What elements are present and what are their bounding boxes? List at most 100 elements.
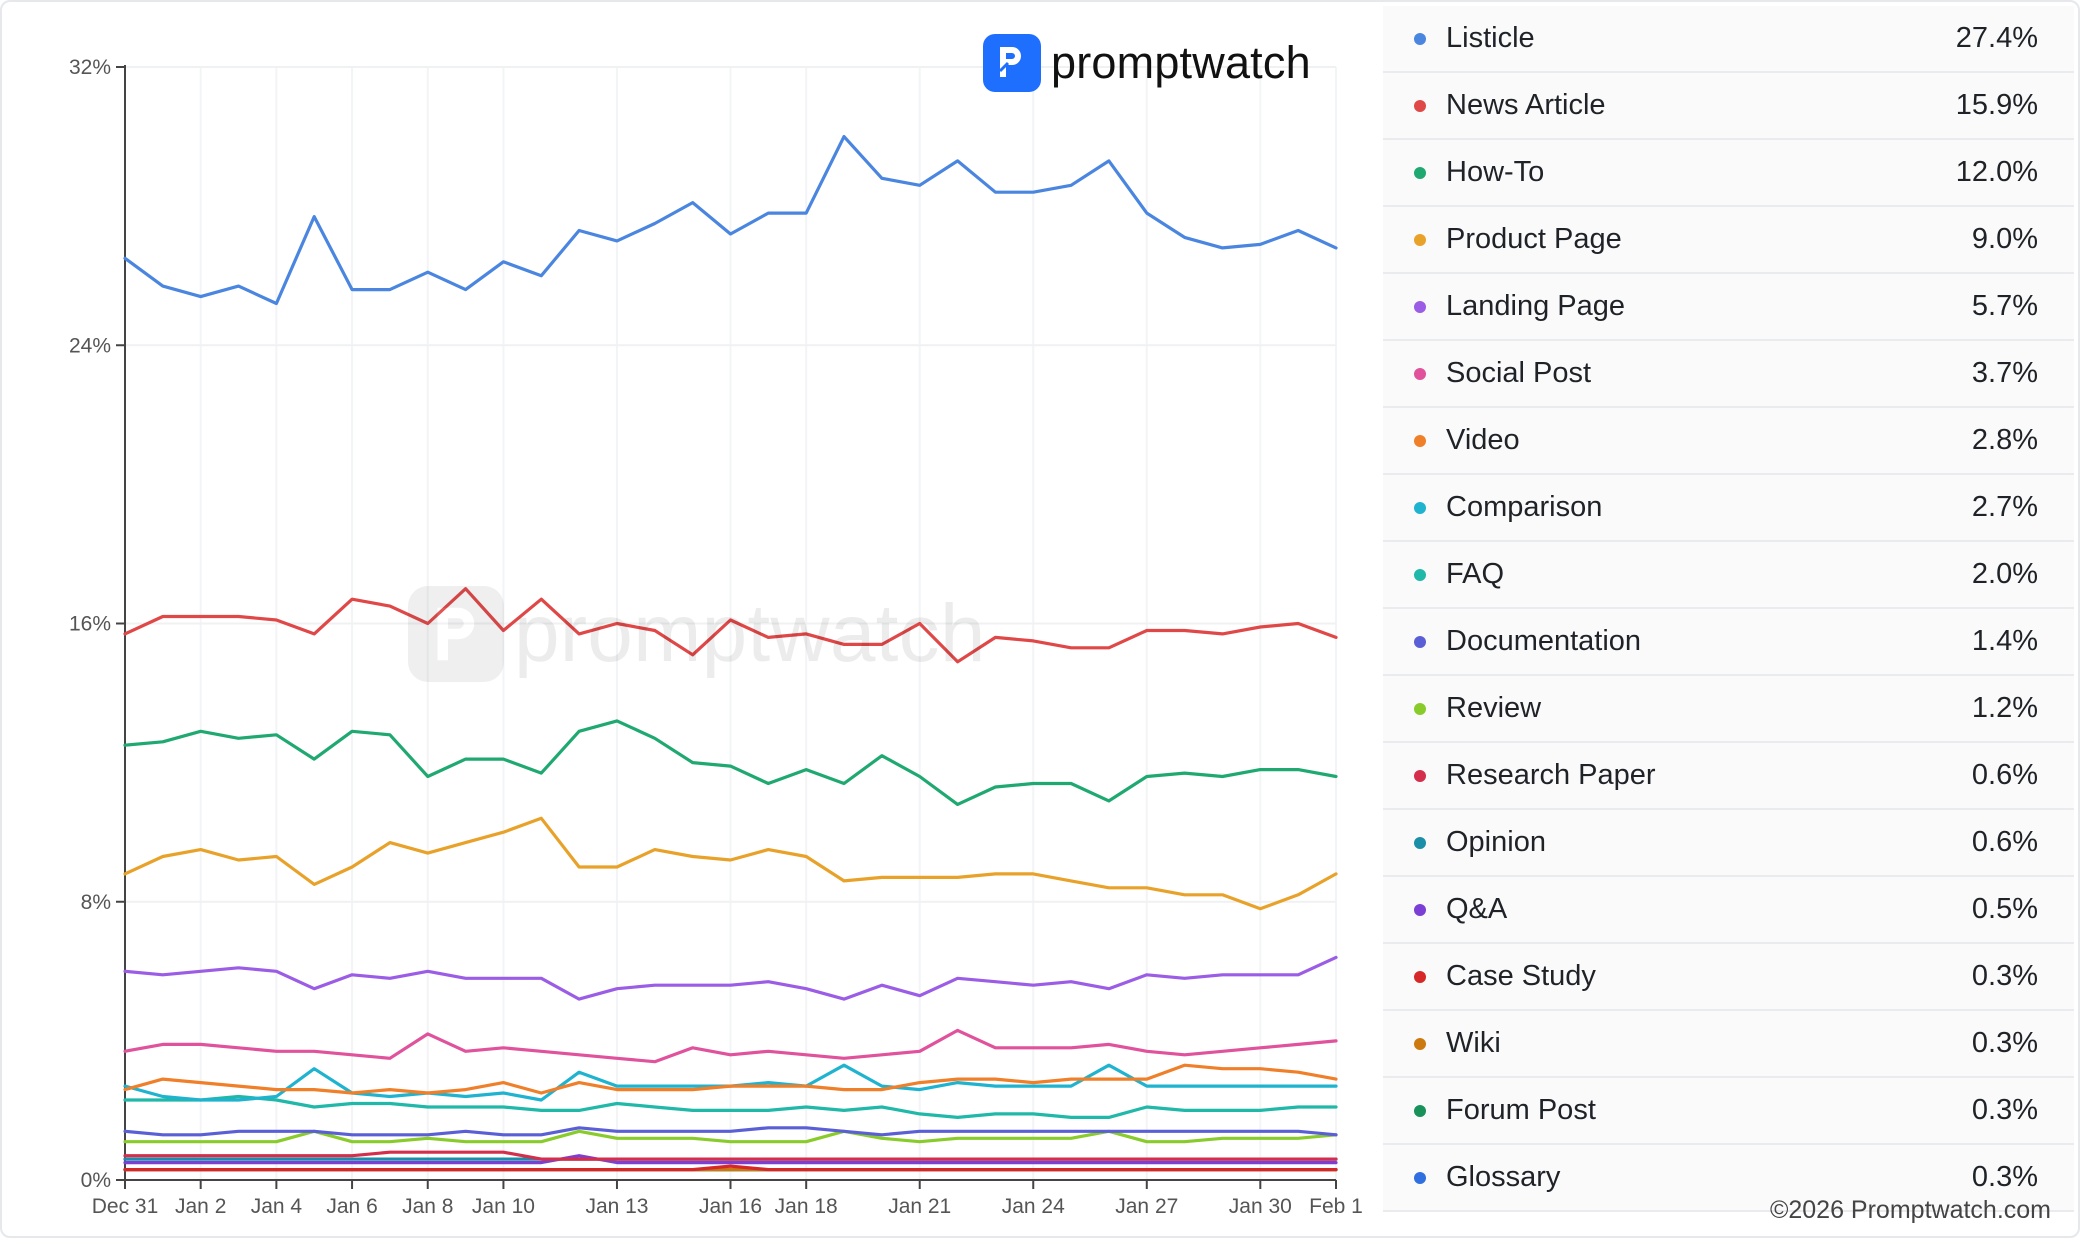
legend-value: 27.4% <box>1955 22 2038 54</box>
legend-dot-icon <box>1414 367 1426 380</box>
legend-dot-icon <box>1414 1104 1426 1117</box>
x-tick-label: Jan 18 <box>775 1195 838 1218</box>
legend-dot-icon <box>1414 166 1426 179</box>
legend-dot-icon <box>1414 233 1426 246</box>
x-tick-label: Jan 30 <box>1229 1195 1292 1218</box>
x-tick-label: Jan 21 <box>888 1195 951 1218</box>
y-tick-label: 16% <box>69 613 111 636</box>
legend-value: 0.6% <box>1971 826 2038 858</box>
legend-item-q-a[interactable]: Q&A 0.5% <box>1383 877 2074 944</box>
legend-value: 0.3% <box>1971 960 2038 992</box>
legend-label: Product Page <box>1446 223 1622 255</box>
x-tick-label: Jan 24 <box>1002 1195 1065 1218</box>
legend-dot-icon <box>1414 1037 1426 1050</box>
legend-dot-icon <box>1414 568 1426 581</box>
legend-item-case-study[interactable]: Case Study 0.3% <box>1383 944 2074 1011</box>
x-tick-label: Jan 10 <box>472 1195 535 1218</box>
legend-label: Landing Page <box>1446 290 1625 322</box>
legend-item-faq[interactable]: FAQ 2.0% <box>1383 542 2074 609</box>
legend-value: 9.0% <box>1971 223 2038 255</box>
legend-item-review[interactable]: Review 1.2% <box>1383 676 2074 743</box>
legend-label: Glossary <box>1446 1161 1561 1193</box>
series-line-landing-page <box>123 955 1338 1001</box>
legend-item-opinion[interactable]: Opinion 0.6% <box>1383 810 2074 877</box>
legend-value: 15.9% <box>1955 89 2038 121</box>
series-line-news-article <box>123 587 1338 664</box>
legend-label: Case Study <box>1446 960 1596 992</box>
series-line-product-page <box>123 816 1338 911</box>
legend-item-product-page[interactable]: Product Page 9.0% <box>1383 207 2074 274</box>
legend-label: Documentation <box>1446 625 1642 657</box>
legend-dot-icon <box>1414 300 1426 313</box>
y-tick-label: 0% <box>81 1169 111 1192</box>
legend-item-landing-page[interactable]: Landing Page 5.7% <box>1383 274 2074 341</box>
series-line-faq <box>123 1094 1338 1120</box>
legend-item-news-article[interactable]: News Article 15.9% <box>1383 73 2074 140</box>
x-tick-label: Jan 6 <box>326 1195 377 1218</box>
series-line-how-to <box>123 719 1338 807</box>
x-tick-label: Jan 8 <box>402 1195 453 1218</box>
legend-dot-icon <box>1414 99 1426 112</box>
legend-item-research-paper[interactable]: Research Paper 0.6% <box>1383 743 2074 810</box>
promptwatch-logo-icon <box>983 34 1041 92</box>
series-line-documentation <box>123 1126 1338 1137</box>
legend-label: Q&A <box>1446 893 1508 925</box>
legend-label: Forum Post <box>1446 1094 1596 1126</box>
legend-label: Listicle <box>1446 22 1535 54</box>
x-tick-label: Jan 4 <box>251 1195 303 1218</box>
legend-value: 12.0% <box>1955 156 2038 188</box>
legend-label: Video <box>1446 424 1520 456</box>
legend-value: 0.6% <box>1971 759 2038 791</box>
legend-value: 1.2% <box>1971 692 2038 724</box>
legend-item-comparison[interactable]: Comparison 2.7% <box>1383 475 2074 542</box>
legend-dot-icon <box>1414 970 1426 983</box>
legend-value: 3.7% <box>1971 357 2038 389</box>
legend-label: Opinion <box>1446 826 1546 858</box>
legend-value: 5.7% <box>1971 290 2038 322</box>
x-tick-label: Feb 1 <box>1309 1195 1363 1218</box>
legend-label: How-To <box>1446 156 1545 188</box>
legend-dot-icon <box>1414 769 1426 782</box>
legend-label: News Article <box>1446 89 1606 121</box>
legend: Listicle 27.4% News Article 15.9% How-To 12.0… <box>1383 6 2074 1212</box>
x-tick-label: Jan 13 <box>585 1195 648 1218</box>
legend-value: 0.5% <box>1971 893 2038 925</box>
legend-value: 0.3% <box>1971 1161 2038 1193</box>
x-tick-label: Jan 2 <box>175 1195 226 1218</box>
legend-dot-icon <box>1414 32 1426 45</box>
legend-item-forum-post[interactable]: Forum Post 0.3% <box>1383 1078 2074 1145</box>
legend-item-documentation[interactable]: Documentation 1.4% <box>1383 609 2074 676</box>
series-line-social-post <box>123 1028 1338 1064</box>
series-line-video <box>123 1063 1338 1095</box>
legend-item-listicle[interactable]: Listicle 27.4% <box>1383 6 2074 73</box>
y-tick-label: 32% <box>69 56 111 79</box>
legend-value: 0.3% <box>1971 1027 2038 1059</box>
legend-value: 2.7% <box>1971 491 2038 523</box>
legend-item-wiki[interactable]: Wiki 0.3% <box>1383 1011 2074 1078</box>
legend-item-how-to[interactable]: How-To 12.0% <box>1383 140 2074 207</box>
legend-dot-icon <box>1414 702 1426 715</box>
legend-label: Research Paper <box>1446 759 1656 791</box>
series-line-research-paper <box>123 1150 1338 1161</box>
legend-dot-icon <box>1414 903 1426 916</box>
series-line-review <box>123 1129 1338 1144</box>
y-tick-label: 24% <box>69 334 111 357</box>
legend-dot-icon <box>1414 836 1426 849</box>
series-line-q-a <box>123 1154 1338 1165</box>
legend-label: Comparison <box>1446 491 1603 523</box>
legend-dot-icon <box>1414 635 1426 648</box>
legend-label: Social Post <box>1446 357 1592 389</box>
x-tick-label: Jan 16 <box>699 1195 762 1218</box>
legend-value: 0.3% <box>1971 1094 2038 1126</box>
legend-item-social-post[interactable]: Social Post 3.7% <box>1383 341 2074 408</box>
legend-dot-icon <box>1414 1171 1426 1184</box>
brand-logo: promptwatch <box>983 34 1311 92</box>
legend-dot-icon <box>1414 434 1426 447</box>
series-line-listicle <box>123 135 1338 306</box>
legend-value: 2.0% <box>1971 558 2038 590</box>
legend-item-glossary[interactable]: Glossary 0.3% <box>1383 1145 2074 1212</box>
legend-item-video[interactable]: Video 2.8% <box>1383 408 2074 475</box>
legend-dot-icon <box>1414 501 1426 514</box>
x-tick-label: Jan 27 <box>1115 1195 1178 1218</box>
x-tick-label: Dec 31 <box>92 1195 159 1218</box>
